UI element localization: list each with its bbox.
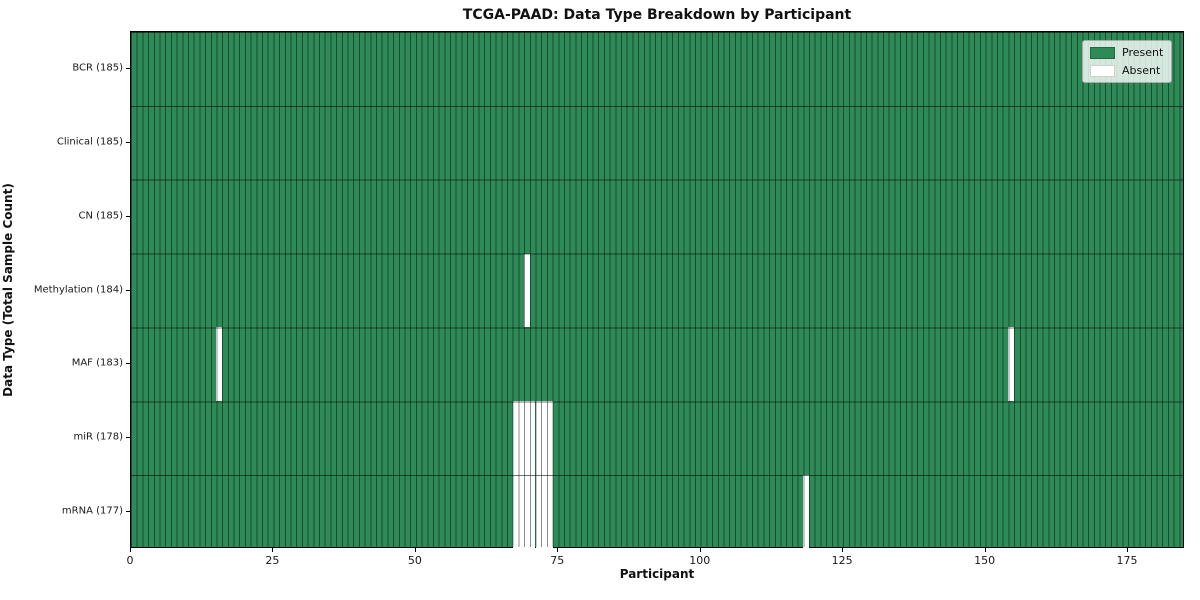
x-tick-label: 50: [407, 554, 422, 567]
absent-cell: [524, 253, 530, 328]
y-tick-mark: [126, 511, 130, 513]
x-tick-label: 150: [974, 554, 996, 567]
y-tick-mark: [126, 437, 130, 439]
y-tick-label-CN: CN (185): [78, 210, 123, 222]
y-tick-mark: [126, 215, 130, 217]
y-tick-mark: [126, 67, 130, 69]
chart-title: TCGA-PAAD: Data Type Breakdown by Partic…: [462, 7, 852, 23]
y-tick-label-BCR: BCR (185): [72, 62, 123, 74]
y-tick-mark: [126, 289, 130, 291]
x-tick-mark: [557, 548, 559, 552]
x-tick-mark: [699, 548, 701, 552]
x-tick-mark: [272, 548, 274, 552]
present-swatch-icon: [1090, 46, 1115, 59]
y-tick-mark: [126, 141, 130, 143]
x-tick-label: 100: [689, 554, 711, 567]
y-tick-label-mRNA: mRNA (177): [61, 505, 123, 517]
x-tick-label: 175: [1116, 554, 1138, 567]
x-axis-label: Participant: [619, 567, 695, 581]
y-tick-label-miR: miR (178): [73, 431, 123, 443]
absent-cell: [546, 401, 553, 476]
y-tick-mark: [126, 363, 130, 365]
legend-label-absent: Absent: [1122, 64, 1161, 77]
absent-swatch-icon: [1090, 64, 1115, 77]
x-tick-label: 0: [126, 554, 134, 567]
absent-cell: [803, 475, 809, 549]
legend-label-present: Present: [1122, 46, 1164, 59]
legend-entry-present: Present: [1090, 46, 1163, 59]
x-tick-mark: [984, 548, 986, 552]
absent-cell: [216, 327, 223, 402]
grid-overlay: [131, 32, 1183, 547]
absent-cell: [546, 475, 553, 549]
y-tick-label-Clinical: Clinical (185): [56, 136, 123, 148]
legend: Present Absent: [1082, 40, 1173, 83]
legend-entry-absent: Absent: [1090, 64, 1163, 77]
y-tick-label-Methylation: Methylation (184): [33, 284, 123, 295]
x-tick-mark: [130, 548, 131, 552]
x-tick-mark: [842, 548, 844, 552]
x-tick-mark: [1127, 548, 1129, 552]
absent-cell: [1008, 327, 1015, 402]
y-tick-label-MAF: MAF (183): [71, 357, 123, 369]
x-tick-label: 25: [265, 554, 280, 567]
x-tick-mark: [414, 548, 416, 552]
x-tick-label: 125: [831, 554, 853, 567]
x-tick-label: 75: [550, 554, 565, 567]
plot-area: [130, 31, 1184, 549]
